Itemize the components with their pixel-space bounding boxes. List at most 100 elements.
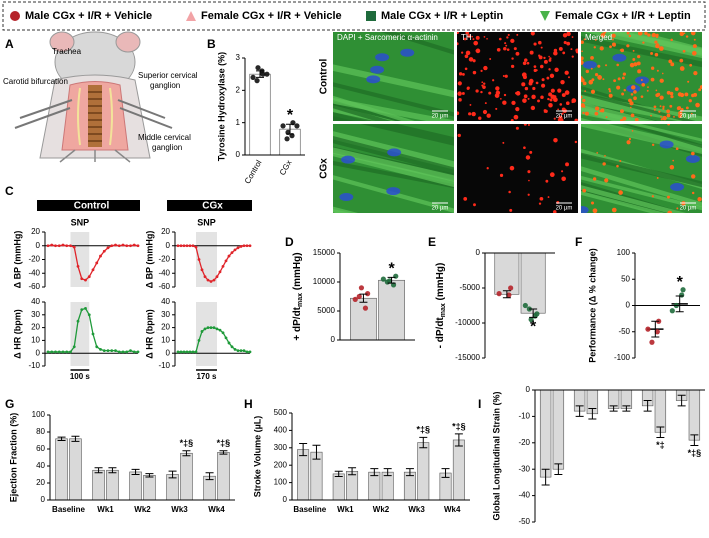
- trace-point: [114, 349, 117, 353]
- trace-point: [72, 245, 76, 249]
- th-dot: [683, 32, 686, 35]
- trace-point: [224, 336, 228, 340]
- bar: [417, 442, 430, 501]
- th-dot: [590, 89, 596, 94]
- fiber: [581, 104, 635, 121]
- th-dot: [620, 48, 625, 53]
- legend-box: [2, 1, 706, 31]
- trace-point: [46, 244, 50, 248]
- trace-point: [242, 244, 246, 248]
- th-dot: [480, 69, 483, 73]
- error-bar: [299, 442, 308, 457]
- th-dot: [631, 129, 634, 132]
- th-dot: [461, 51, 464, 54]
- th-dot: [457, 81, 462, 86]
- fiber: [600, 32, 702, 55]
- trachea-rings: [88, 91, 102, 142]
- th-dot: [581, 77, 582, 80]
- trace-point: [106, 246, 110, 250]
- th-dot: [561, 112, 564, 115]
- trace-point: [227, 254, 231, 258]
- th-dot: [616, 164, 619, 168]
- panel-label: F: [575, 235, 582, 249]
- th-dot: [623, 89, 626, 92]
- y-tick-label: 10: [161, 336, 170, 345]
- y-tick-label: 100: [617, 248, 631, 257]
- th-dot: [554, 67, 559, 73]
- significance: *: [677, 274, 684, 291]
- fiber: [333, 209, 352, 213]
- th-dot: [597, 64, 601, 68]
- th-dot: [457, 133, 461, 138]
- th-dot: [533, 65, 537, 69]
- panel-label: E: [428, 235, 436, 249]
- scale-label: 20 µm: [680, 206, 697, 212]
- th-dot: [591, 78, 595, 82]
- bar: [368, 471, 381, 501]
- y-tick-label: 20: [36, 478, 45, 487]
- th-dot: [582, 98, 586, 103]
- y-tick-label: 40: [36, 461, 45, 470]
- th-dot: [590, 201, 595, 205]
- th-dot: [571, 98, 577, 103]
- th-dot: [483, 65, 488, 71]
- th-dot: [581, 95, 583, 99]
- y-axis-label-part: max: [440, 303, 447, 317]
- y-tick-label: 0: [166, 241, 171, 250]
- th-dot: [588, 79, 594, 85]
- th-dot: [486, 113, 491, 118]
- x-tick-label: Wk2: [134, 505, 151, 514]
- trace-point: [91, 332, 95, 336]
- th-dot: [550, 88, 555, 93]
- y-axis-label: Stroke Volume (µL): [252, 416, 262, 498]
- y-tick-label: 60: [36, 444, 45, 453]
- th-dot: [628, 34, 632, 38]
- th-dot: [538, 202, 542, 205]
- th-dot: [690, 32, 696, 36]
- th-dot: [472, 70, 477, 75]
- error-bar: [94, 467, 103, 474]
- th-dot: [574, 118, 578, 121]
- trace-point: [215, 275, 219, 279]
- trace-point: [209, 280, 213, 283]
- y-tick-label: -10: [28, 361, 40, 370]
- trace-point: [203, 327, 207, 331]
- error-bar: [502, 290, 511, 299]
- th-dot: [634, 117, 639, 121]
- scale-label: 20 µm: [556, 206, 573, 212]
- y-axis-label-part: (mmHg): [435, 263, 446, 304]
- trace-point: [57, 350, 61, 354]
- th-dot: [527, 170, 531, 174]
- th-dot: [500, 97, 502, 100]
- y-axis-label: - dP/dtmax (mmHg): [435, 263, 448, 349]
- th-dot: [637, 54, 641, 59]
- error-bar: [145, 473, 154, 478]
- th-dot: [622, 72, 627, 76]
- th-dot: [539, 196, 544, 201]
- trace-point: [84, 278, 87, 282]
- th-dot: [622, 116, 627, 121]
- fiber: [333, 64, 454, 98]
- nucleus: [366, 75, 381, 84]
- th-dot: [630, 93, 634, 96]
- th-dot: [661, 72, 664, 75]
- nucleus: [685, 154, 700, 163]
- th-dot: [508, 190, 511, 194]
- y-tick-label: 10: [31, 336, 40, 345]
- th-dot: [544, 109, 548, 114]
- y-axis-label: Δ HR (bpm): [144, 309, 154, 358]
- trace-point: [239, 349, 243, 353]
- trachea: [88, 85, 102, 147]
- th-dot: [564, 90, 570, 95]
- data-point: [649, 339, 655, 345]
- th-dot: [659, 78, 664, 83]
- y-tick-label: 20: [31, 227, 40, 236]
- th-dot: [581, 103, 585, 108]
- th-dot: [529, 50, 534, 55]
- th-dot: [590, 67, 593, 70]
- th-dot: [655, 43, 660, 49]
- y-tick-label: 0: [626, 301, 631, 310]
- y-tick-label: -40: [28, 268, 40, 277]
- error-bar: [256, 70, 264, 78]
- error-bar: [348, 467, 357, 476]
